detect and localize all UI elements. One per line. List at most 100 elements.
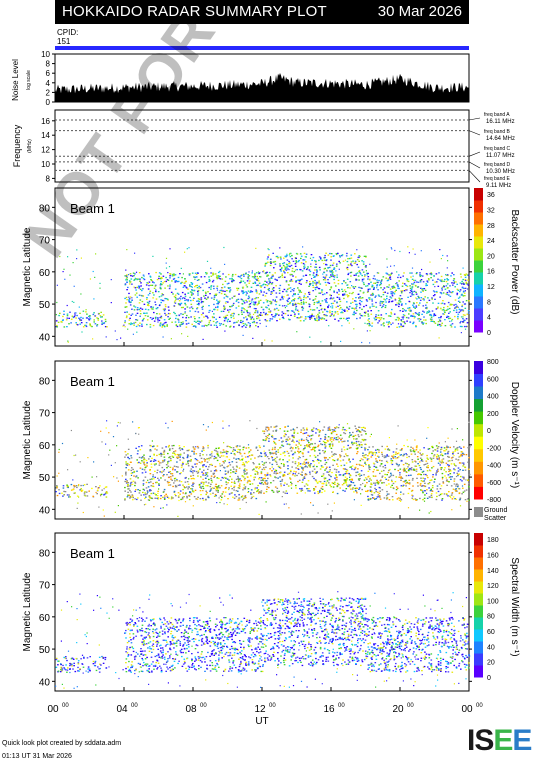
rti-data-point <box>198 483 201 486</box>
rti-data-point <box>124 275 126 277</box>
rti-data-point <box>147 315 149 317</box>
rti-data-point <box>373 465 376 468</box>
rti-data-point <box>170 476 172 478</box>
rti-data-point <box>126 299 128 301</box>
rti-data-point <box>68 494 70 496</box>
rti-data-point <box>66 304 68 307</box>
rti-data-point <box>197 272 199 274</box>
rti-data-point <box>156 278 159 281</box>
rti-data-point <box>169 286 171 288</box>
rti-data-point <box>149 489 151 491</box>
rti-data-point <box>199 455 201 457</box>
rti-data-point <box>350 261 353 263</box>
rti-data-point <box>315 261 317 263</box>
rti-data-point <box>158 324 161 326</box>
rti-data-point <box>358 302 361 304</box>
rti-data-point <box>283 435 286 438</box>
rti-data-point <box>342 260 345 262</box>
rti-data-point <box>468 274 470 276</box>
rti-data-point <box>223 316 225 318</box>
rti-data-point <box>262 308 265 311</box>
rti-data-point <box>156 454 158 457</box>
rti-data-point <box>379 496 381 498</box>
rti-data-point <box>170 459 172 462</box>
rti-data-point <box>149 290 152 292</box>
rti-data-point <box>223 293 226 295</box>
rti-data-point <box>162 282 164 284</box>
rti-data-point <box>460 276 462 278</box>
rti-data-point <box>277 451 280 453</box>
rti-data-point <box>294 263 297 265</box>
rti-data-point <box>339 304 341 307</box>
rti-data-point <box>234 494 236 496</box>
rti-data-point <box>324 469 326 471</box>
rti-data-point <box>66 315 69 317</box>
rti-data-point <box>134 321 137 324</box>
rti-data-point <box>272 459 274 461</box>
rti-data-point <box>381 453 383 455</box>
rti-data-point <box>401 298 403 300</box>
rti-data-point <box>460 294 463 296</box>
rti-data-point <box>372 453 374 455</box>
rti-data-point <box>128 298 131 300</box>
rti-data-point <box>442 300 444 302</box>
rti-data-point <box>446 464 449 466</box>
rti-data-point <box>317 287 320 290</box>
rti-data-point <box>341 255 343 257</box>
rti-data-point <box>207 495 210 497</box>
rti-data-point <box>446 278 448 280</box>
rti-data-point <box>346 470 349 472</box>
rti-data-point <box>290 314 292 316</box>
rti-data-point <box>192 474 195 477</box>
rti-data-point <box>285 440 288 443</box>
rti-data-point <box>393 454 395 456</box>
rti-data-point <box>171 321 173 323</box>
rti-data-point <box>304 316 307 318</box>
rti-data-point <box>336 476 338 479</box>
rti-data-point <box>146 312 148 314</box>
rti-data-point <box>456 283 458 285</box>
colorbar-segment <box>474 284 483 297</box>
rti-data-point <box>183 297 186 299</box>
rti-data-point <box>248 295 250 297</box>
rti-data-point <box>458 446 461 448</box>
rti-data-point <box>153 287 156 289</box>
rti-data-point <box>64 491 67 493</box>
rti-data-point <box>154 317 157 319</box>
rti-data-point <box>69 274 71 276</box>
rti-data-point <box>436 447 439 450</box>
rti-data-point <box>411 494 413 496</box>
rti-data-point <box>131 323 133 325</box>
rti-data-point <box>268 440 270 442</box>
rti-data-point <box>292 299 294 301</box>
rti-data-point <box>456 293 458 296</box>
rti-data-point <box>313 315 315 317</box>
rti-data-point <box>343 297 345 300</box>
rti-data-point <box>195 326 197 328</box>
rti-data-point <box>335 474 337 476</box>
rti-data-point <box>231 297 234 299</box>
rti-data-point <box>80 488 82 490</box>
rti-data-point <box>329 252 331 255</box>
rti-data-point <box>178 321 180 323</box>
rti-data-point <box>340 317 342 320</box>
rti-data-point <box>171 445 173 447</box>
rti-data-point <box>430 458 433 460</box>
rti-data-point <box>309 471 311 473</box>
rti-data-point <box>146 493 148 495</box>
rti-data-point <box>413 279 415 281</box>
rti-data-point <box>335 265 338 267</box>
rti-data-point <box>279 318 281 320</box>
rti-data-point <box>293 271 296 273</box>
rti-data-point <box>266 314 269 316</box>
rti-data-point <box>338 441 340 443</box>
rti-data-point <box>298 456 300 458</box>
rti-data-point <box>448 307 451 310</box>
rti-data-point <box>180 298 182 300</box>
rti-data-point <box>432 450 434 452</box>
rti-data-point <box>230 316 233 319</box>
rti-data-point <box>94 315 97 317</box>
rti-data-point <box>411 267 414 269</box>
rti-data-point <box>175 298 177 300</box>
rti-data-point <box>450 457 453 459</box>
